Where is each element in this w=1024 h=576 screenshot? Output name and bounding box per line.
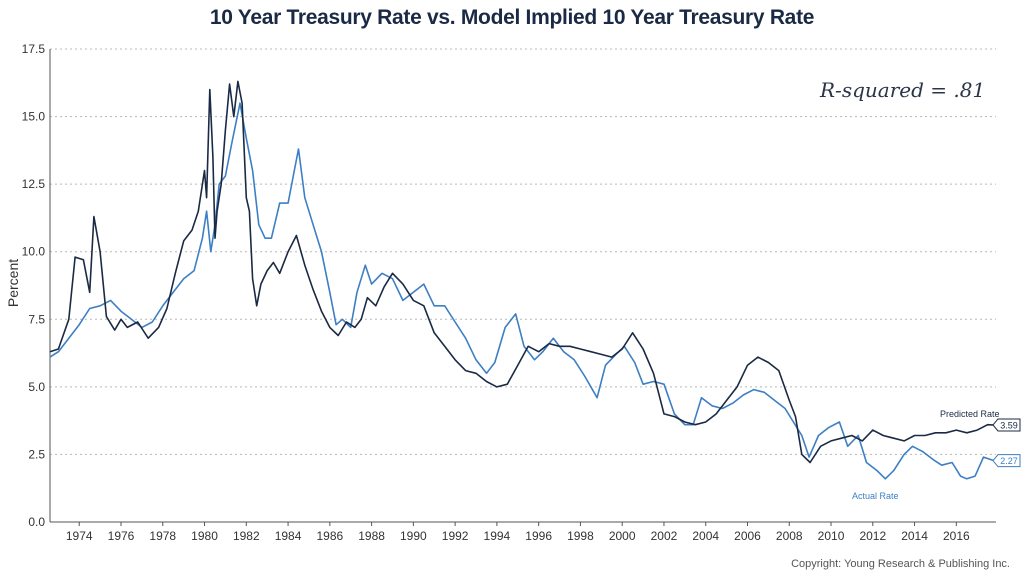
chart-title: 10 Year Treasury Rate vs. Model Implied … bbox=[209, 6, 815, 29]
x-tick-label: 1980 bbox=[191, 529, 218, 543]
x-tick-label: 2002 bbox=[651, 529, 678, 543]
y-axis-label: Percent bbox=[5, 259, 21, 307]
predicted-end-tag-value: 3.59 bbox=[1000, 420, 1018, 430]
predicted-rate-line bbox=[49, 80, 994, 464]
axes: 0.0 2.5 5.0 7.5 10.0 12.5 15.0 17.5 1974 1976 1978… bbox=[22, 42, 996, 543]
x-tick-label: 2012 bbox=[859, 529, 886, 543]
x-tick-label: 1988 bbox=[358, 529, 385, 543]
actual-end-tag-box bbox=[992, 454, 1021, 468]
actual-end-tag-value: 2.27 bbox=[1000, 456, 1018, 466]
y-tick-label: 12.5 bbox=[22, 177, 46, 191]
labels: Predicted Rate Actual Rate 3.59 2.27 bbox=[852, 409, 1021, 501]
x-tick-label: 1992 bbox=[442, 529, 469, 543]
x-tick-label: 1994 bbox=[484, 529, 511, 543]
x-tick-label: 1974 bbox=[66, 529, 93, 543]
actual-rate-label: Actual Rate bbox=[852, 491, 899, 501]
x-tick-label: 2010 bbox=[818, 529, 845, 543]
predicted-end-tag-box bbox=[992, 418, 1021, 432]
y-tick-label: 0.0 bbox=[28, 515, 45, 529]
y-tick-label: 5.0 bbox=[28, 380, 45, 394]
actual-rate-line bbox=[49, 102, 995, 480]
x-tick-label: 2014 bbox=[901, 529, 928, 543]
x-tick-label: 1976 bbox=[108, 529, 135, 543]
y-tick-label: 7.5 bbox=[28, 312, 45, 326]
x-tick-label: 2004 bbox=[692, 529, 719, 543]
x-tick-label: 1982 bbox=[233, 529, 260, 543]
x-tick-label: 1978 bbox=[149, 529, 176, 543]
predicted-rate-label: Predicted Rate bbox=[940, 409, 1000, 419]
gridlines bbox=[50, 48, 996, 455]
x-tick-label: 1996 bbox=[525, 529, 552, 543]
y-tick-label: 2.5 bbox=[28, 447, 45, 461]
predicted-end-tag: 3.59 bbox=[992, 418, 1021, 432]
series-lines bbox=[49, 80, 995, 480]
x-tick-label: 2000 bbox=[609, 529, 636, 543]
x-tick-label: 1986 bbox=[316, 529, 343, 543]
x-tick-label: 1990 bbox=[400, 529, 427, 543]
actual-end-tag: 2.27 bbox=[992, 454, 1021, 468]
y-tick-label: 15.0 bbox=[22, 110, 46, 124]
y-tick-label: 10.0 bbox=[22, 245, 46, 259]
x-tick-label: 1998 bbox=[567, 529, 594, 543]
copyright-text: Copyright: Young Research & Publishing I… bbox=[791, 558, 1010, 570]
x-tick-label: 2006 bbox=[734, 529, 761, 543]
r-squared-annotation: R-squared = .81 bbox=[819, 78, 985, 102]
x-tick-label: 2008 bbox=[776, 529, 803, 543]
x-tick-label: 1984 bbox=[275, 529, 302, 543]
x-tick-label: 2016 bbox=[943, 529, 970, 543]
y-tick-label: 17.5 bbox=[22, 42, 46, 56]
